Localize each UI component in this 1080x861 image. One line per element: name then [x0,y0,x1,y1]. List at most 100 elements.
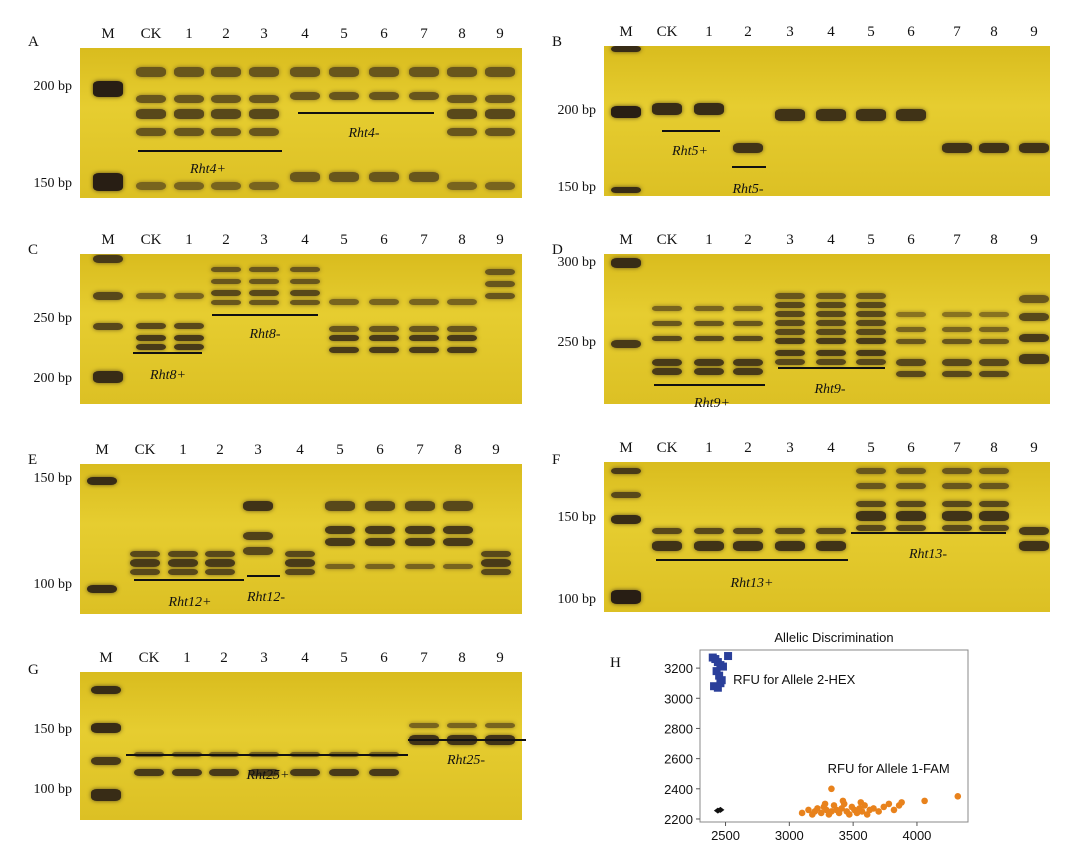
lane-label: 4 [301,232,309,248]
gel-band [979,338,1009,344]
genotype-bracket-line [408,739,526,741]
lane-label: 3 [786,440,794,456]
genotype-bracket-line [133,352,202,354]
genotype-label: Rht13+ [730,576,774,591]
gel-band [694,335,724,341]
genotype-label: Rht12+ [168,595,212,610]
gel-band [942,358,972,366]
gel-band [285,551,315,557]
lane-label: 9 [1030,440,1038,456]
gel-band [174,95,204,103]
gel-band [87,584,117,593]
gel-band [205,559,235,567]
gel-band [652,335,682,341]
gel-band [285,559,315,567]
gel-band [611,468,641,474]
gel-band [979,371,1009,377]
gel-band [134,769,164,777]
gel-band [249,128,279,136]
lane-label: 4 [296,442,304,458]
gel-band [205,551,235,557]
x-tick-label: 3000 [775,828,804,843]
genotype-label: Rht8+ [150,368,186,383]
gel-band [733,541,763,551]
gel-band [211,278,241,284]
gel-band [856,359,886,365]
gel-band [856,109,886,121]
panel-letter-e: E [28,452,38,468]
gel-band [942,143,972,153]
gel-band [775,338,805,344]
gel-band [816,311,846,317]
bp-marker-label: 150 bp [33,722,73,737]
gel-band [485,109,515,119]
lane-label: 2 [222,26,230,42]
lane-label: M [101,232,115,248]
gel-band [136,335,166,341]
gel-band [856,511,886,521]
hex-point [716,679,725,688]
gel-band [325,538,355,546]
hex-point [715,671,724,680]
gel-band [775,320,805,326]
gel-c [80,254,522,404]
panel-letter-g: G [28,662,39,678]
y-tick-label: 3000 [664,691,693,706]
genotype-label: Rht9- [814,382,846,397]
genotype-label: Rht5+ [672,144,708,159]
genotype-bracket-line [778,367,885,369]
gel-band [485,182,515,190]
gel-band [136,128,166,136]
gel-band [365,563,395,569]
gel-band [816,541,846,551]
genotype-bracket-line [654,384,765,386]
lane-label: 2 [220,650,228,666]
gel-band [91,723,121,734]
gel-band [409,722,439,728]
gel-band [611,340,641,348]
fam-point [870,805,877,812]
gel-band [611,106,641,118]
y-tick-label: 2400 [664,782,693,797]
y-tick-label: 3200 [664,661,693,676]
gel-band [447,722,477,728]
gel-band [249,290,279,296]
gel-band [979,525,1009,531]
gel-band [211,67,241,77]
lane-label: 7 [953,440,961,456]
panel-letter-c: C [28,242,39,258]
lane-label: 4 [827,24,835,40]
fam-point [821,800,829,808]
gel-band [775,329,805,335]
lane-label: 8 [990,24,998,40]
gel-band [211,128,241,136]
lane-label: 8 [990,232,998,248]
gel-band [290,172,320,182]
lane-label: 5 [340,232,348,248]
lane-label: 5 [340,650,348,666]
lane-label: 3 [260,232,268,248]
gel-band [211,299,241,305]
gel-band [168,551,198,557]
lane-label: 5 [867,24,875,40]
gel-band [290,290,320,296]
hex-point [724,652,733,661]
panel-letter-d: D [552,242,563,258]
lane-label: 6 [907,232,915,248]
fam-point [880,803,888,811]
lane-label: 3 [260,26,268,42]
gel-band [447,95,477,103]
gel-band [409,92,439,100]
gel-band [249,109,279,119]
gel-band [1019,354,1049,364]
lane-label: CK [656,24,678,40]
bp-marker-label: 150 bp [557,180,597,195]
gel-band [136,182,166,190]
gel-band [93,254,123,263]
chart-title: Allelic Discrimination [774,630,893,645]
gel-band [136,293,166,299]
gel-band [733,358,763,366]
gel-band [896,109,926,121]
lane-label: 8 [458,26,466,42]
lane-label: 1 [185,26,193,42]
